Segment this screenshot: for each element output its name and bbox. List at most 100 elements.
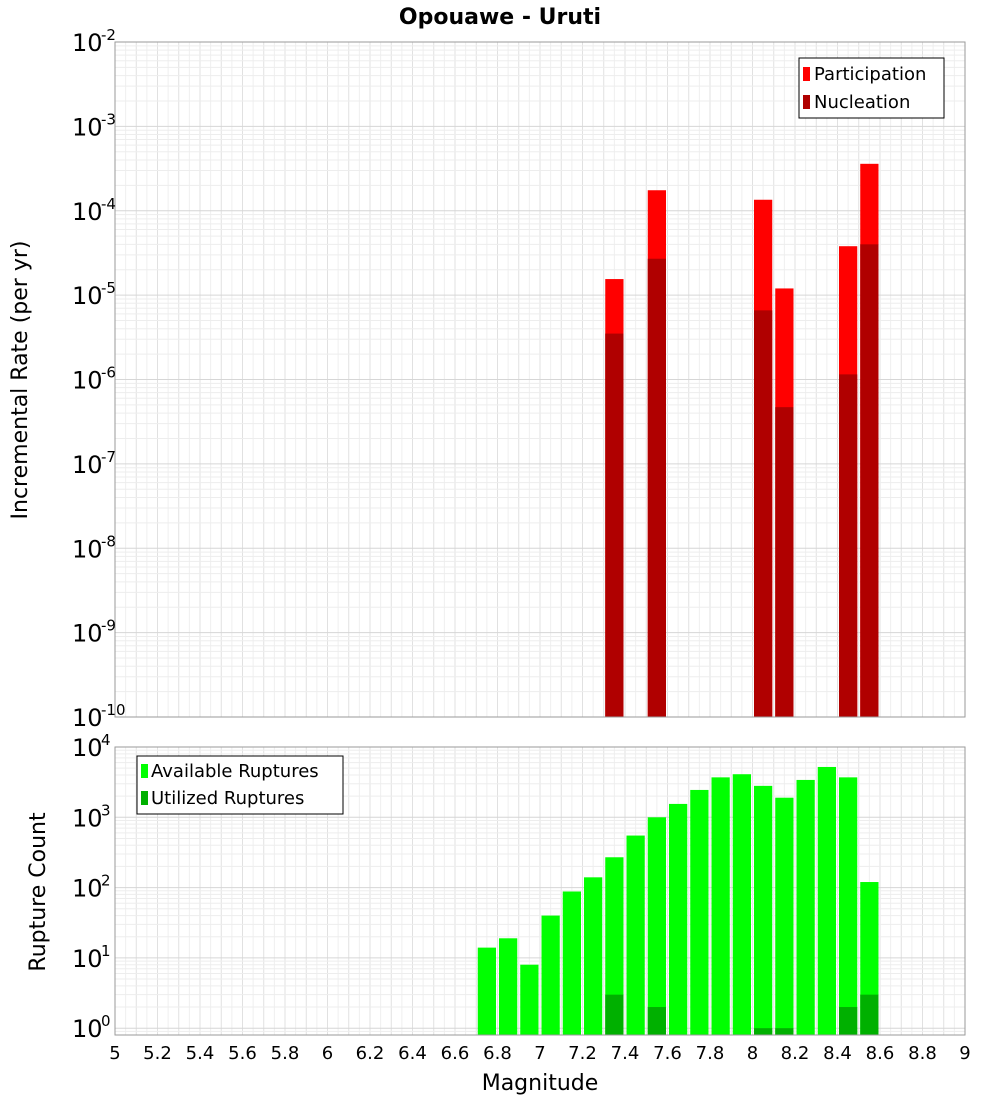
x-tick-label: 8.6 — [866, 1043, 895, 1064]
x-tick-label: 9 — [959, 1043, 970, 1064]
y-tick-label: 10 — [72, 367, 103, 395]
bottom-plot-frame — [114, 746, 966, 1036]
bar-utilized-ruptures-5 — [860, 994, 879, 1035]
x-axis-label: Magnitude — [482, 1071, 599, 1096]
y-tick-label: 10 — [72, 535, 103, 563]
y-tick-label: 10 — [72, 451, 103, 479]
y-tick-label: 10 — [72, 113, 103, 141]
y-tick-exponent: 4 — [101, 731, 111, 749]
x-tick-label: 8 — [747, 1043, 758, 1064]
bar-utilized-ruptures-1 — [647, 1007, 666, 1035]
bar-nucleation-4 — [839, 374, 858, 717]
legend-swatch-nucleation — [803, 95, 810, 109]
bar-available-ruptures-7 — [626, 835, 645, 1035]
legend-swatch-utilized — [141, 791, 148, 805]
y-tick-label: 10 — [72, 282, 103, 310]
x-tick-label: 6.6 — [441, 1043, 470, 1064]
x-tick-label: 7 — [534, 1043, 545, 1064]
bar-available-ruptures-0 — [477, 947, 496, 1035]
bar-utilized-ruptures-2 — [754, 1028, 773, 1035]
x-tick-label: 6.2 — [356, 1043, 385, 1064]
x-axis-ticks: 5 5.2 5.4 5.6 5.8 6 6.2 6.4 6.6 6.8 7 7.2 7.4 7.6 7.8 8… — [109, 1043, 970, 1064]
bar-available-ruptures-1 — [499, 938, 518, 1035]
bar-available-ruptures-14 — [775, 797, 794, 1035]
top-legend-box — [798, 57, 945, 119]
bottom-panel-bars — [477, 766, 879, 1035]
y-tick-label: 10 — [72, 620, 103, 648]
bottom-legend: Available Ruptures Utilized Ruptures — [136, 755, 344, 815]
x-tick-label: 7.4 — [611, 1043, 640, 1064]
y-tick-label: 10 — [72, 734, 103, 762]
x-tick-label: 5.8 — [271, 1043, 300, 1064]
x-tick-label: 7.6 — [653, 1043, 682, 1064]
x-tick-label: 8.4 — [823, 1043, 852, 1064]
bar-nucleation-2 — [754, 310, 773, 717]
legend-swatch-available — [141, 764, 148, 778]
bar-utilized-ruptures-4 — [839, 1007, 858, 1035]
bar-available-ruptures-2 — [520, 964, 539, 1035]
bar-available-ruptures-10 — [690, 789, 709, 1035]
y-tick-label: 10 — [72, 704, 103, 732]
legend-swatch-participation — [803, 67, 810, 81]
bar-utilized-ruptures-0 — [605, 994, 624, 1035]
y-tick-label: 10 — [72, 198, 103, 226]
x-tick-label: 5.2 — [143, 1043, 172, 1064]
bar-available-ruptures-12 — [732, 774, 751, 1035]
bar-nucleation-5 — [860, 244, 879, 718]
bar-available-ruptures-5 — [584, 877, 603, 1035]
bar-nucleation-3 — [775, 407, 794, 717]
y-tick-exponent: -7 — [101, 448, 116, 466]
y-tick-exponent: 3 — [101, 801, 111, 819]
x-tick-label: 5.6 — [228, 1043, 257, 1064]
x-tick-label: 6.4 — [398, 1043, 427, 1064]
x-tick-label: 8.8 — [908, 1043, 937, 1064]
bar-nucleation-0 — [605, 333, 624, 717]
y-tick-label: 10 — [72, 1015, 103, 1043]
x-tick-label: 5.4 — [186, 1043, 215, 1064]
bar-available-ruptures-13 — [754, 785, 773, 1035]
bar-available-ruptures-3 — [541, 915, 560, 1035]
bottom-legend-box — [136, 755, 344, 815]
bar-available-ruptures-17 — [839, 777, 858, 1035]
y-tick-exponent: -8 — [101, 532, 116, 550]
chart-title: Opouawe - Uruti — [399, 5, 601, 30]
y-tick-exponent: -4 — [101, 195, 116, 213]
top-legend: Participation Nucleation — [798, 57, 945, 119]
y-tick-label: 10 — [72, 29, 103, 57]
top-plot-frame — [114, 41, 966, 718]
y-tick-label: 10 — [72, 945, 103, 973]
y-tick-exponent: -2 — [101, 26, 116, 44]
bar-available-ruptures-4 — [562, 891, 581, 1035]
bottom-y-axis-label: Rupture Count — [26, 812, 51, 972]
bar-nucleation-1 — [647, 258, 666, 717]
bar-available-ruptures-11 — [711, 777, 730, 1035]
top-y-axis-label: Incremental Rate (per yr) — [8, 241, 33, 520]
x-tick-label: 6 — [322, 1043, 333, 1064]
bar-utilized-ruptures-3 — [775, 1028, 794, 1035]
y-tick-exponent: -5 — [101, 279, 116, 297]
legend-label-utilized: Utilized Ruptures — [151, 788, 304, 809]
x-tick-label: 6.8 — [483, 1043, 512, 1064]
y-tick-exponent: -9 — [101, 617, 116, 635]
bar-available-ruptures-15 — [796, 779, 815, 1035]
y-tick-label: 10 — [72, 804, 103, 832]
bar-available-ruptures-9 — [669, 803, 688, 1035]
legend-label-nucleation: Nucleation — [814, 92, 910, 113]
bar-available-ruptures-8 — [647, 817, 666, 1035]
x-tick-label: 8.2 — [781, 1043, 810, 1064]
x-tick-label: 5 — [109, 1043, 120, 1064]
y-tick-exponent: 2 — [101, 872, 111, 890]
top-panel-grid — [114, 42, 966, 718]
bar-available-ruptures-6 — [605, 857, 624, 1035]
y-tick-exponent: -10 — [101, 701, 126, 719]
y-tick-exponent: 0 — [101, 1012, 111, 1030]
x-tick-label: 7.8 — [696, 1043, 725, 1064]
x-tick-label: 7.2 — [568, 1043, 597, 1064]
legend-label-participation: Participation — [814, 64, 926, 85]
y-tick-exponent: -3 — [101, 110, 116, 128]
top-panel-bars — [605, 163, 879, 718]
y-tick-exponent: -6 — [101, 364, 116, 382]
